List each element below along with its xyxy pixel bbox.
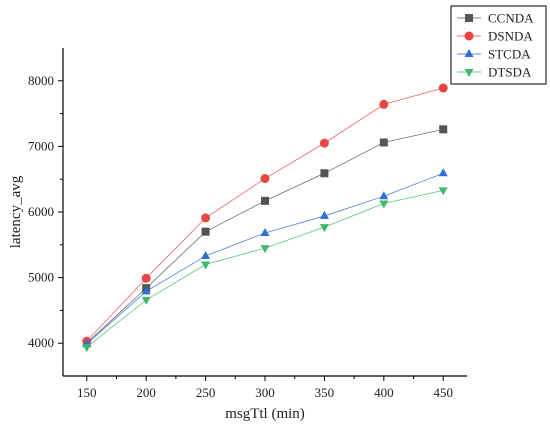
x-tick-label: 450 <box>433 385 453 400</box>
legend-marker-dsnda <box>464 31 474 41</box>
data-point-dtsda <box>319 224 329 233</box>
data-point-ccnda <box>261 196 269 205</box>
legend-marker-stcda <box>464 49 474 57</box>
data-point-dtsda <box>201 261 211 270</box>
x-tick-label: 300 <box>255 385 275 400</box>
data-point-stcda <box>201 250 211 259</box>
series-line-dsnda <box>86 87 444 342</box>
y-tick-label: 7000 <box>28 138 54 153</box>
data-point-ccnda <box>439 125 448 134</box>
data-point-ccnda <box>201 227 210 236</box>
y-tick-label: 8000 <box>28 73 54 88</box>
legend-marker-ccnda <box>465 14 473 22</box>
series-line-ccnda <box>86 128 444 344</box>
series-line-dtsda <box>86 189 444 348</box>
x-tick-label: 400 <box>374 385 394 400</box>
data-point-dsnda <box>141 273 151 283</box>
x-axis-title: msgTtl (min) <box>225 406 305 422</box>
y-axis-title: latency_avg <box>8 175 24 248</box>
x-tick-label: 150 <box>77 385 97 400</box>
y-tick-label: 4000 <box>28 335 54 350</box>
data-point-dsnda <box>438 83 448 93</box>
data-point-dtsda <box>379 200 389 209</box>
data-point-stcda <box>260 227 270 236</box>
y-tick-label: 5000 <box>28 270 54 285</box>
data-point-dsnda <box>201 213 211 223</box>
data-point-stcda <box>379 191 389 200</box>
legend-label-dsnda: DSNDA <box>488 29 533 44</box>
legend-label-ccnda: CCNDA <box>488 11 534 26</box>
data-point-stcda <box>438 168 448 177</box>
legend-marker-dtsda <box>464 69 474 77</box>
data-point-dtsda <box>141 296 151 305</box>
legend-label-stcda: STCDA <box>488 47 531 62</box>
data-point-dtsda <box>438 187 448 196</box>
legend-label-dtsda: DTSDA <box>488 65 532 80</box>
data-point-ccnda <box>320 169 329 178</box>
x-tick-label: 350 <box>315 385 335 400</box>
data-point-ccnda <box>379 138 388 147</box>
data-point-dsnda <box>379 99 389 109</box>
data-point-dtsda <box>82 344 92 353</box>
data-point-dsnda <box>319 138 329 148</box>
data-point-stcda <box>141 286 151 295</box>
data-point-dtsda <box>260 245 270 254</box>
data-point-dsnda <box>260 174 270 184</box>
x-tick-label: 250 <box>196 385 216 400</box>
y-tick-label: 6000 <box>28 204 54 219</box>
x-tick-label: 200 <box>136 385 156 400</box>
data-point-stcda <box>319 210 329 219</box>
